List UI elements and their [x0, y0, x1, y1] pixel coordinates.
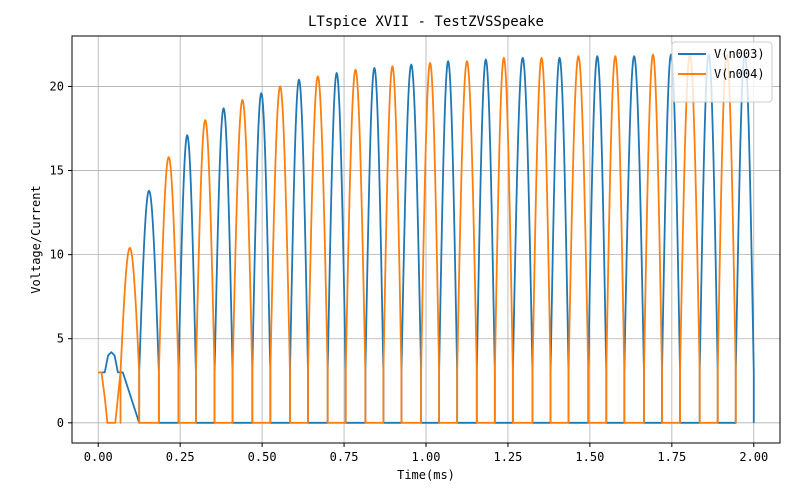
x-axis-ticks: 0.00 0.25 0.50 0.75 1.00 1.25 1.50 1.75 2.00 [84, 443, 768, 464]
x-tick-label: 1.50 [575, 450, 604, 464]
series-line-v-n004 [98, 53, 737, 424]
y-tick-label: 5 [57, 332, 64, 346]
x-tick-label: 1.00 [412, 450, 441, 464]
x-tick-label: 0.75 [330, 450, 359, 464]
y-tick-label: 15 [50, 164, 64, 178]
x-tick-label: 0.25 [166, 450, 195, 464]
y-tick-label: 10 [50, 248, 64, 262]
chart-title: LTspice XVII - TestZVSSpeake [308, 14, 544, 30]
legend-label-v-n004: V(n004) [714, 67, 765, 81]
x-axis-label: Time(ms) [397, 468, 455, 482]
legend-label-v-n003: V(n003) [714, 47, 765, 61]
x-tick-label: 1.25 [493, 450, 522, 464]
y-axis-ticks: 0 5 10 15 20 [50, 79, 72, 430]
x-tick-label: 2.00 [739, 450, 768, 464]
x-tick-label: 0.50 [248, 450, 277, 464]
legend: V(n003) V(n004) [671, 41, 773, 103]
y-tick-label: 0 [57, 416, 64, 430]
y-tick-label: 20 [50, 79, 64, 93]
legend-box [671, 41, 773, 103]
x-tick-label: 1.75 [657, 450, 686, 464]
plot-series [98, 53, 755, 424]
y-axis-label: Voltage/Current [29, 185, 43, 293]
series-line-v-n003 [98, 53, 755, 424]
x-tick-label: 0.00 [84, 450, 113, 464]
